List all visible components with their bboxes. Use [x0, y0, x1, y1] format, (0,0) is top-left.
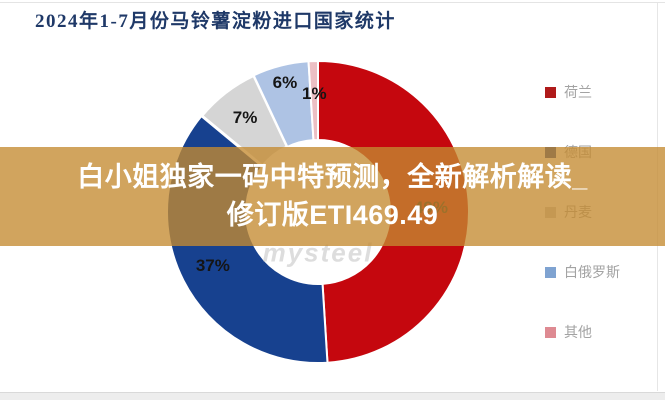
top-border-line — [0, 2, 665, 3]
legend-item-荷兰: 荷兰 — [545, 82, 620, 102]
chart-title: 2024年1-7月份马铃薯淀粉进口国家统计 — [35, 11, 396, 32]
legend-item-其他: 其他 — [545, 322, 620, 342]
pie-slice-其他 — [307, 60, 319, 142]
legend-label: 荷兰 — [564, 86, 592, 101]
legend-swatch-icon — [545, 266, 556, 278]
legend-item-白俄罗斯: 白俄罗斯 — [545, 262, 620, 282]
promo-banner-line1: 白小姐独家一码中特预测，全新解析解读_ — [77, 162, 588, 192]
promo-overlay-banner: 白小姐独家一码中特预测，全新解析解读_ 修订版ETI469.49 — [0, 147, 665, 246]
slice-label-丹麦: 7% — [232, 107, 258, 127]
legend-label: 白俄罗斯 — [564, 266, 620, 281]
legend-swatch-icon — [545, 86, 556, 98]
slice-label-德国: 37% — [195, 255, 230, 275]
slice-label-白俄罗斯: 6% — [272, 73, 298, 93]
legend-swatch-icon — [545, 326, 556, 338]
page-divider — [0, 392, 665, 400]
slice-label-其他: 1% — [301, 84, 327, 104]
legend-label: 其他 — [564, 326, 592, 341]
promo-banner-line2: 修订版ETI469.49 — [226, 200, 439, 230]
